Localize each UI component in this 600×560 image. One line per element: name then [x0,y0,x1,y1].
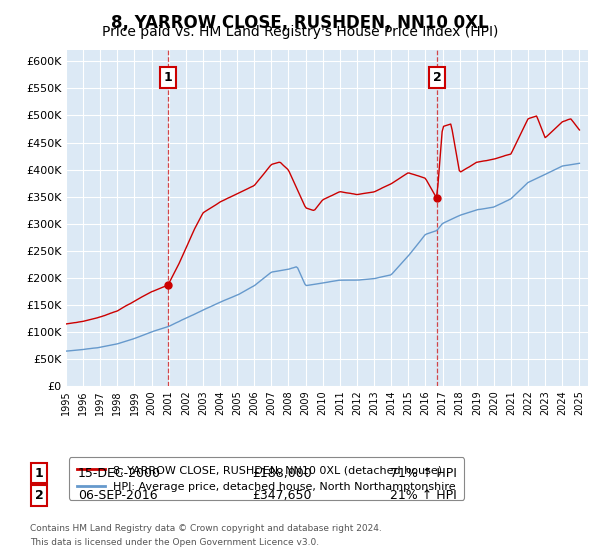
Text: 2: 2 [35,489,43,502]
Text: 2: 2 [433,71,441,84]
Text: 1: 1 [35,466,43,480]
Text: 21% ↑ HPI: 21% ↑ HPI [390,489,457,502]
Text: This data is licensed under the Open Government Licence v3.0.: This data is licensed under the Open Gov… [30,538,319,547]
Text: £347,650: £347,650 [252,489,311,502]
Legend: 8, YARROW CLOSE, RUSHDEN, NN10 0XL (detached house), HPI: Average price, detache: 8, YARROW CLOSE, RUSHDEN, NN10 0XL (deta… [69,458,464,500]
Text: £188,000: £188,000 [252,466,312,480]
Text: Contains HM Land Registry data © Crown copyright and database right 2024.: Contains HM Land Registry data © Crown c… [30,524,382,533]
Text: 1: 1 [164,71,172,84]
Text: 15-DEC-2000: 15-DEC-2000 [78,466,161,480]
Text: 8, YARROW CLOSE, RUSHDEN, NN10 0XL: 8, YARROW CLOSE, RUSHDEN, NN10 0XL [111,14,489,32]
Text: 06-SEP-2016: 06-SEP-2016 [78,489,158,502]
Text: 71% ↑ HPI: 71% ↑ HPI [390,466,457,480]
Text: Price paid vs. HM Land Registry's House Price Index (HPI): Price paid vs. HM Land Registry's House … [102,25,498,39]
